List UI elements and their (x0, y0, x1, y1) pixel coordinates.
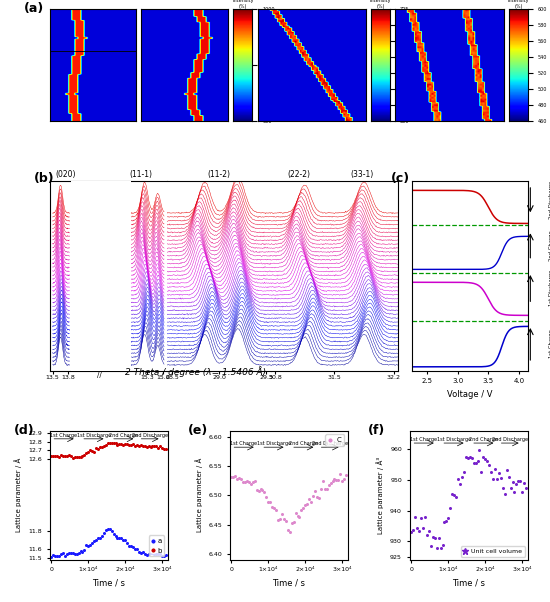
Text: 2nd Charge: 2nd Charge (469, 437, 498, 442)
Y-axis label: Lattice parameter / Å: Lattice parameter / Å (195, 458, 202, 533)
Text: (c): (c) (391, 172, 410, 185)
Title: Intensity
(%): Intensity (%) (370, 0, 392, 8)
Text: 2nd Discharge: 2nd Discharge (492, 437, 528, 442)
X-axis label: Voltage / V: Voltage / V (447, 389, 493, 399)
Legend: a, b: a, b (149, 535, 164, 556)
Text: 2 Theta / degree (λ= 1.5406 Å): 2 Theta / degree (λ= 1.5406 Å) (125, 366, 266, 377)
Text: 1st Discharge: 1st Discharge (257, 441, 291, 446)
Text: (a): (a) (24, 2, 43, 15)
Text: 1st Charge: 1st Charge (230, 441, 257, 446)
Text: //: // (96, 372, 101, 378)
Bar (71, 176, 131, 376)
Text: (33-1): (33-1) (351, 170, 374, 179)
Text: (f): (f) (368, 424, 386, 437)
Title: Intensity
(%): Intensity (%) (508, 0, 529, 8)
Text: 2nd Charge: 2nd Charge (549, 230, 550, 261)
Text: 2nd Discharge: 2nd Discharge (549, 181, 550, 219)
Legend: C: C (325, 434, 344, 446)
Text: 1st Discharge: 1st Discharge (549, 270, 550, 306)
Text: 1st Charge: 1st Charge (410, 437, 438, 442)
Text: (e): (e) (188, 424, 208, 437)
Text: 1st Charge: 1st Charge (549, 329, 550, 358)
Text: (020): (020) (56, 170, 76, 179)
Text: 2nd Discharge: 2nd Discharge (312, 441, 348, 446)
Text: 2nd Discharge: 2nd Discharge (132, 433, 168, 438)
Text: 2nd Charge: 2nd Charge (109, 433, 138, 438)
Text: (d): (d) (14, 424, 35, 437)
Text: (11-2): (11-2) (207, 170, 230, 179)
Title: Intensity
(%): Intensity (%) (232, 0, 254, 8)
Text: (11-1): (11-1) (130, 170, 153, 179)
X-axis label: Time / s: Time / s (92, 578, 125, 587)
Text: (22-2): (22-2) (287, 170, 310, 179)
Text: 1st Discharge: 1st Discharge (437, 437, 471, 442)
Y-axis label: Lattice parameter / Å³: Lattice parameter / Å³ (377, 457, 384, 534)
Text: (b): (b) (34, 172, 55, 185)
X-axis label: Time / s: Time / s (272, 578, 305, 587)
X-axis label: Time / s: Time / s (452, 578, 485, 587)
Text: 1st Charge: 1st Charge (51, 433, 78, 438)
Legend: Unit cell volume: Unit cell volume (461, 547, 525, 557)
Text: 1st Discharge: 1st Discharge (76, 433, 111, 438)
Text: 2nd Charge: 2nd Charge (289, 441, 318, 446)
Y-axis label: Lattice parameter / Å: Lattice parameter / Å (15, 458, 23, 533)
